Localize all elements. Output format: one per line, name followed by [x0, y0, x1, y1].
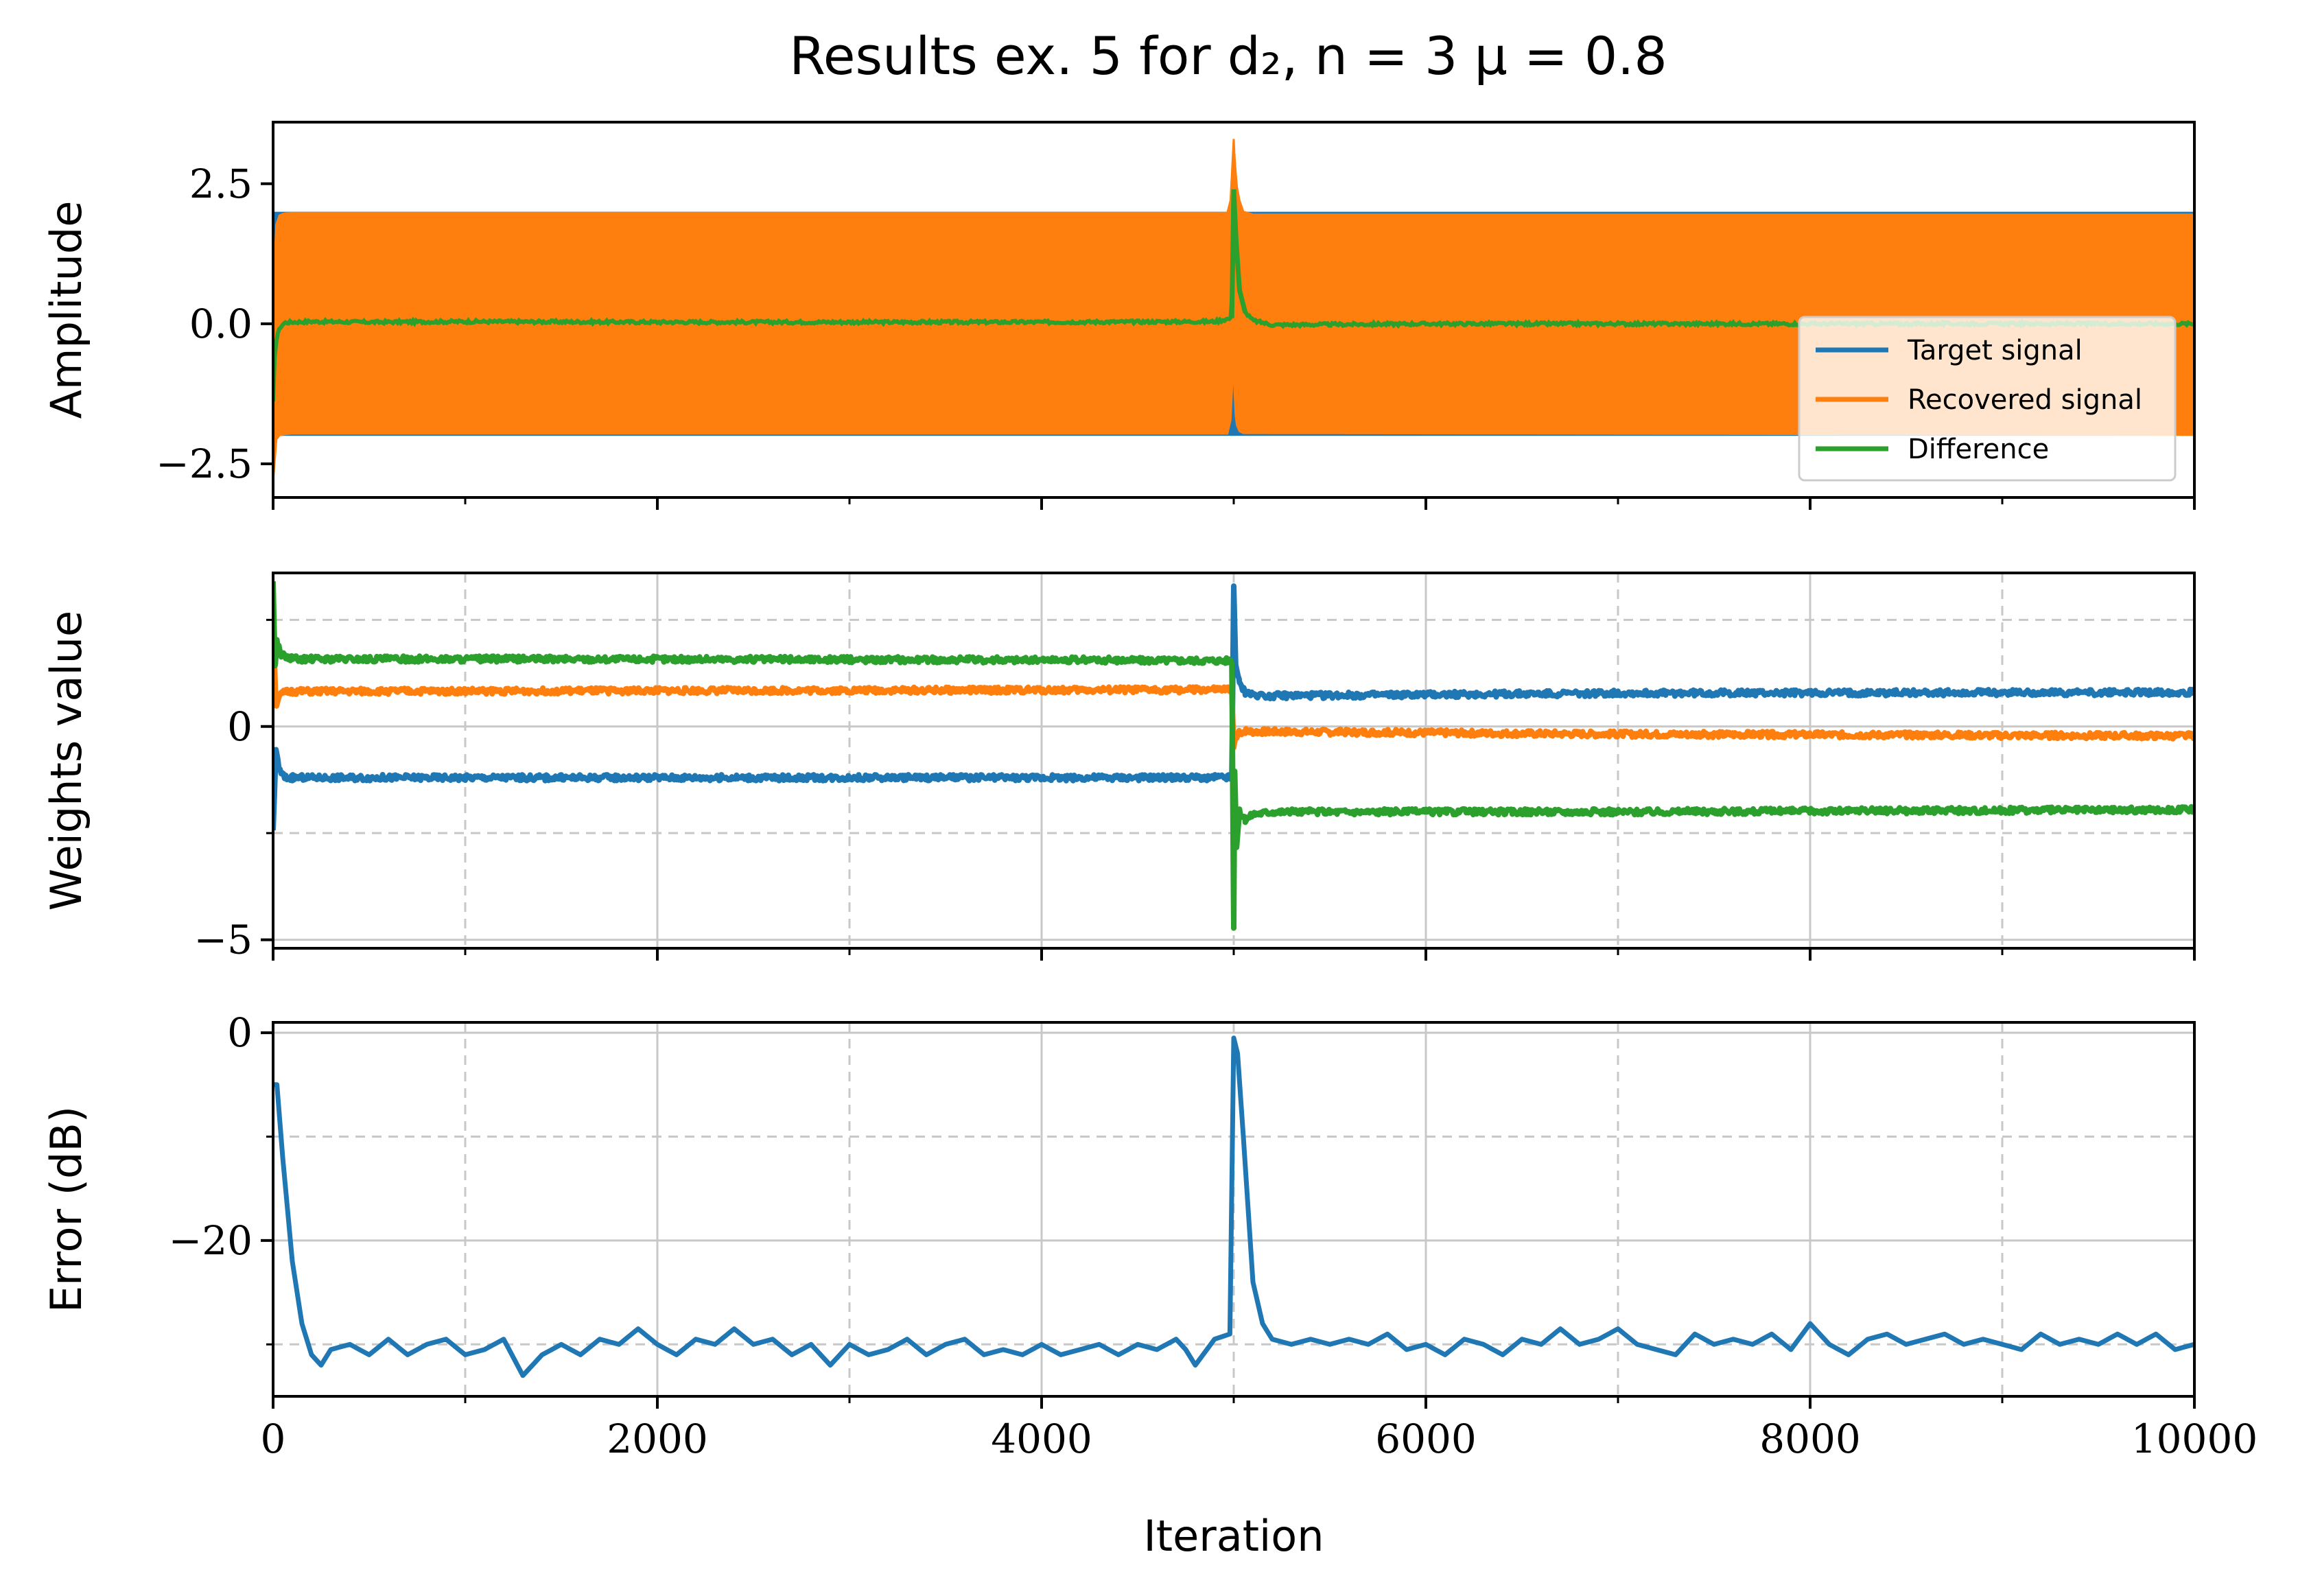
y-axis-label: Error (dB): [41, 1106, 91, 1313]
y-tick-label: 0: [227, 1009, 253, 1056]
subplot-amplitude: −2.5 0.0 2.5 Amplitude Target signal Recovere…: [41, 121, 2196, 510]
y-axis-label: Weights value: [41, 611, 91, 911]
y-tick-label: −20: [169, 1217, 253, 1264]
x-tick-label: 8000: [1759, 1416, 1861, 1462]
y-tick-label: −5: [194, 917, 253, 963]
series-difference-spike: [1229, 189, 1248, 318]
x-tick-label: 4000: [991, 1416, 1092, 1462]
subplot-weights: −5 0 Weights value: [41, 572, 2196, 963]
series-line-1: [273, 583, 2194, 831]
legend-box: [1798, 316, 2177, 482]
x-tick-label: 2000: [607, 1416, 708, 1462]
chart-title: Results ex. 5 for d₂, n = 3 μ = 0.8: [789, 25, 1667, 86]
subplot-error: −20 0 0 2000 4000 6000 8000 10000 Error (dB) Iter…: [41, 1009, 2258, 1561]
legend: Target signal Recovered signal Difference: [1798, 316, 2177, 482]
y-tick-label: 0.0: [189, 301, 253, 347]
y-axis-label: Amplitude: [41, 201, 91, 419]
y-tick-label: 0: [227, 703, 253, 750]
y-tick-label: −2.5: [156, 441, 253, 487]
series-line-1: [273, 1035, 2194, 1378]
y-tick-label: 2.5: [189, 161, 253, 207]
x-axis-label: Iteration: [1144, 1511, 1324, 1561]
x-tick-label: 6000: [1375, 1416, 1477, 1462]
x-tick-label: 0: [261, 1416, 286, 1462]
legend-entry: Difference: [1908, 434, 2049, 465]
series-line-3: [273, 581, 2194, 931]
x-tick-label: 10000: [2131, 1416, 2258, 1462]
plot-area: [273, 1035, 2194, 1378]
plot-area: [273, 581, 2194, 931]
legend-entry: Target signal: [1907, 335, 2083, 366]
legend-entry: Recovered signal: [1908, 384, 2142, 416]
